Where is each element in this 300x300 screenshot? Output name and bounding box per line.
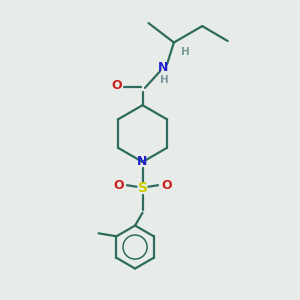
Text: N: N: [158, 61, 169, 74]
Text: O: O: [113, 179, 124, 192]
Text: H: H: [181, 47, 190, 57]
Text: N: N: [137, 155, 148, 168]
Text: H: H: [160, 75, 168, 85]
Text: O: O: [112, 79, 122, 92]
Text: O: O: [161, 179, 172, 192]
Text: S: S: [137, 181, 148, 195]
